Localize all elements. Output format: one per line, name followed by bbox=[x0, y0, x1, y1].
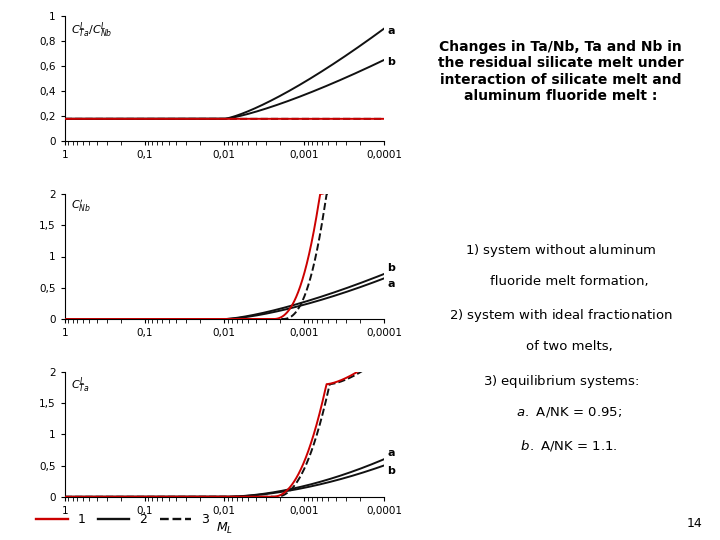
Text: a: a bbox=[387, 449, 395, 458]
Text: b: b bbox=[387, 263, 395, 273]
Text: a: a bbox=[387, 279, 395, 288]
Legend: 1, 2, 3: 1, 2, 3 bbox=[32, 508, 214, 531]
Text: $\mathit{a}.$ A/NK = 0.95;: $\mathit{a}.$ A/NK = 0.95; bbox=[500, 406, 622, 420]
Text: a: a bbox=[387, 26, 395, 36]
Text: b: b bbox=[387, 57, 395, 66]
Text: b: b bbox=[387, 465, 395, 476]
Text: $C_{Ta}^L/C_{Nb}^L$: $C_{Ta}^L/C_{Nb}^L$ bbox=[71, 20, 112, 39]
Text: $\mathit{3)}$ equilibrium systems:: $\mathit{3)}$ equilibrium systems: bbox=[482, 373, 639, 390]
Text: $\mathit{2)}$ system with ideal fractionation: $\mathit{2)}$ system with ideal fraction… bbox=[449, 307, 672, 325]
Text: of two melts,: of two melts, bbox=[509, 340, 613, 353]
Text: 14: 14 bbox=[686, 517, 702, 530]
Text: $\mathit{1)}$ system without aluminum: $\mathit{1)}$ system without aluminum bbox=[465, 242, 657, 259]
Text: $C_{Nb}^{\prime}$: $C_{Nb}^{\prime}$ bbox=[71, 198, 91, 214]
Text: $\mathit{b}.$ A/NK = 1.1.: $\mathit{b}.$ A/NK = 1.1. bbox=[504, 438, 618, 453]
Text: fluoride melt formation,: fluoride melt formation, bbox=[473, 275, 649, 288]
Text: Changes in Ta/Nb, Ta and Nb in
the residual silicate melt under
interaction of s: Changes in Ta/Nb, Ta and Nb in the resid… bbox=[438, 40, 684, 103]
Text: $C_{Ta}^L$: $C_{Ta}^L$ bbox=[71, 375, 90, 395]
X-axis label: $M_L$: $M_L$ bbox=[216, 522, 233, 536]
